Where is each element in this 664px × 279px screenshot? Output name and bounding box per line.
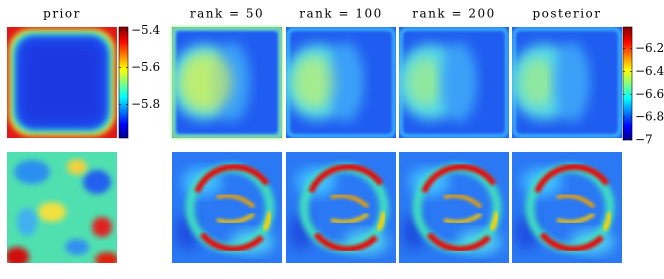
rank-100-mean-map — [284, 27, 396, 138]
column-title: rank = 200 — [412, 7, 495, 21]
rank-50-sample-map — [172, 152, 282, 263]
colorbar-tick-label: −5.6 — [131, 60, 160, 74]
colorbar-ticks: −5.4 −5.6 −5.8 −6.2 −6.4 −6.6 −6.8 −7 — [118, 23, 664, 147]
colorbar-tick-label: −5.8 — [131, 97, 160, 111]
rank-50-mean-map — [170, 27, 282, 138]
colorbar-tick-label: −7 — [635, 133, 653, 147]
column-title: prior — [43, 7, 81, 21]
colorbar — [623, 27, 632, 140]
colorbar-tick-label: −6.8 — [635, 110, 664, 124]
colorbar — [119, 27, 128, 138]
posterior-sample-map — [512, 152, 622, 263]
prior-mean-map — [7, 27, 117, 138]
rank-200-sample-map — [399, 152, 509, 263]
prior-sample-map — [7, 152, 117, 263]
column-title: rank = 50 — [190, 7, 264, 21]
rank-100-sample-map — [286, 152, 396, 263]
column-title: posterior — [532, 7, 601, 21]
rank-200-mean-map — [397, 27, 509, 138]
colorbar-tick-label: −6.6 — [635, 87, 664, 101]
colorbar-tick-label: −6.4 — [635, 64, 664, 78]
column-titles: prior rank = 50 rank = 100 rank = 200 poster… — [43, 7, 601, 21]
colorbar-frame — [118, 26, 129, 139]
posterior-mean-map — [510, 27, 622, 138]
colorbar-tick-label: −5.4 — [131, 23, 161, 37]
colorbar-tick-label: −6.2 — [635, 41, 664, 55]
column-title: rank = 100 — [299, 7, 382, 21]
colorbar-frame — [622, 26, 633, 141]
